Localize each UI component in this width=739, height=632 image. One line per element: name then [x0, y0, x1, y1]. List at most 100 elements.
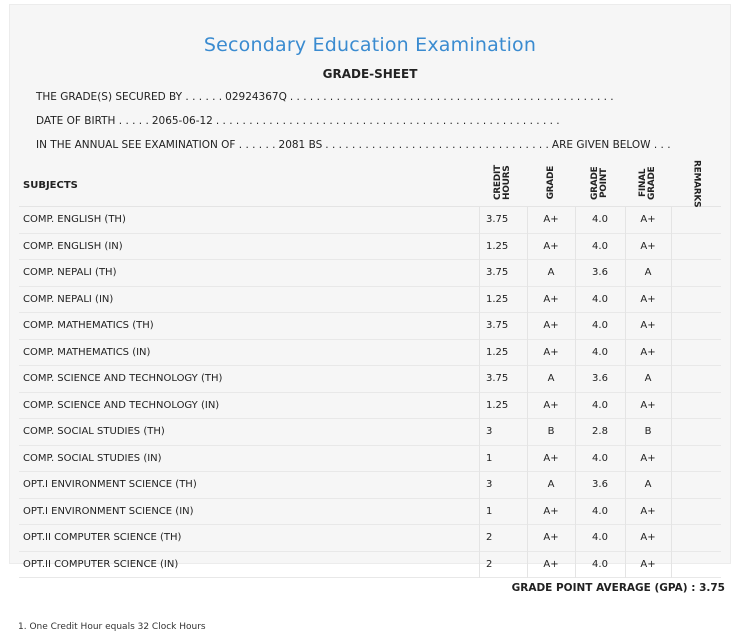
table-body: COMP. ENGLISH (TH) 3.75 A+ 4.0 A+ COMP. ENGLI… — [19, 207, 721, 578]
table-row: OPT.II COMPUTER SCIENCE (TH) 2 A+ 4.0 A+ — [19, 525, 721, 552]
subject-cell: COMP. SCIENCE AND TECHNOLOGY (TH) — [23, 373, 223, 385]
column-divider — [671, 206, 672, 578]
grade-cell: A+ — [543, 558, 559, 570]
grade-cell: A+ — [543, 346, 559, 358]
grade-point-cell: 4.0 — [592, 240, 608, 252]
gpa-summary: GRADE POINT AVERAGE (GPA) : 3.75 — [512, 582, 725, 594]
grade-cell: A — [547, 479, 555, 491]
remarks-cell — [671, 472, 721, 498]
grade-cell: B — [547, 426, 555, 438]
credit-hours-cell: 3 — [486, 426, 493, 438]
grade-cell: A+ — [543, 214, 559, 226]
grade-sheet-panel: Secondary Education Examination GRADE-SH… — [9, 4, 731, 564]
grade-point-cell: 4.0 — [592, 452, 608, 464]
table-row: OPT.I ENVIRONMENT SCIENCE (TH) 3 A 3.6 A — [19, 472, 721, 499]
table-row: COMP. NEPALI (IN) 1.25 A+ 4.0 A+ — [19, 287, 721, 313]
remarks-cell — [671, 234, 721, 260]
subject-cell: COMP. ENGLISH (IN) — [23, 240, 123, 252]
table-row: COMP. ENGLISH (TH) 3.75 A+ 4.0 A+ — [19, 207, 721, 234]
credit-hours-cell: 1.25 — [486, 399, 509, 411]
remarks-cell — [671, 393, 721, 419]
final-grade-cell: A+ — [640, 346, 656, 358]
dob-dots: . . . . . . . . . . . . . . . . . . . . … — [215, 115, 560, 127]
remarks-cell — [671, 260, 721, 286]
table-row: COMP. SCIENCE AND TECHNOLOGY (IN) 1.25 A+ 4… — [19, 393, 721, 419]
credit-hours-cell: 1 — [486, 505, 493, 517]
table-header: SUBJECTS CREDIT HOURS GRADE GRADE POINT … — [19, 160, 721, 207]
table-row: COMP. NEPALI (TH) 3.75 A 3.6 A — [19, 260, 721, 287]
grade-point-cell: 4.0 — [592, 558, 608, 570]
symbol-number: 02924367Q — [225, 91, 287, 103]
final-grade-cell: A — [644, 373, 652, 385]
table-row: COMP. MATHEMATICS (IN) 1.25 A+ 4.0 A+ — [19, 340, 721, 366]
grade-cell: A+ — [543, 240, 559, 252]
subject-cell: OPT.I ENVIRONMENT SCIENCE (TH) — [23, 479, 197, 491]
final-grade-cell: A+ — [640, 532, 656, 544]
info-exam: IN THE ANNUAL SEE EXAMINATION OF . . . .… — [36, 139, 674, 151]
final-grade-cell: A — [644, 267, 652, 279]
subject-cell: OPT.II COMPUTER SCIENCE (IN) — [23, 558, 179, 570]
final-grade-cell: A+ — [640, 320, 656, 332]
subject-cell: COMP. NEPALI (IN) — [23, 293, 114, 305]
page-subtitle: GRADE-SHEET — [322, 67, 418, 81]
remarks-cell — [671, 207, 721, 233]
final-grade-cell: A+ — [640, 214, 656, 226]
remarks-cell — [671, 313, 721, 339]
remarks-cell — [671, 419, 721, 445]
table-row: OPT.II COMPUTER SCIENCE (IN) 2 A+ 4.0 A+ — [19, 552, 721, 578]
credit-hours-cell: 3.75 — [486, 214, 509, 226]
subject-cell: OPT.II COMPUTER SCIENCE (TH) — [23, 532, 182, 544]
exam-year: 2081 BS — [278, 139, 323, 151]
table-row: COMP. ENGLISH (IN) 1.25 A+ 4.0 A+ — [19, 234, 721, 260]
table-row: COMP. SOCIAL STUDIES (IN) 1 A+ 4.0 A+ — [19, 446, 721, 472]
grade-cell: A+ — [543, 452, 559, 464]
subject-cell: COMP. MATHEMATICS (IN) — [23, 346, 151, 358]
grade-cell: A+ — [543, 293, 559, 305]
credit-hours-cell: 2 — [486, 532, 493, 544]
grade-cell: A+ — [543, 320, 559, 332]
subjects-header: SUBJECTS — [23, 180, 78, 191]
subject-cell: OPT.I ENVIRONMENT SCIENCE (IN) — [23, 505, 194, 517]
table-row: COMP. MATHEMATICS (TH) 3.75 A+ 4.0 A+ — [19, 313, 721, 340]
page-title: Secondary Education Examination — [203, 34, 537, 56]
credit-hours-cell: 3.75 — [486, 320, 509, 332]
table-row: COMP. SCIENCE AND TECHNOLOGY (TH) 3.75 A 3.… — [19, 366, 721, 393]
grade-point-cell: 3.6 — [592, 267, 608, 279]
subject-cell: COMP. NEPALI (TH) — [23, 267, 117, 279]
grade-cell: A+ — [543, 399, 559, 411]
column-divider — [479, 206, 480, 578]
remarks-cell — [671, 446, 721, 472]
remarks-cell — [671, 366, 721, 392]
grade-point-cell: 4.0 — [592, 532, 608, 544]
final-grade-header: FINAL GRADE — [638, 166, 657, 200]
final-grade-cell: A+ — [640, 452, 656, 464]
final-grade-cell: A+ — [640, 399, 656, 411]
credit-hours-cell: 1.25 — [486, 240, 509, 252]
grade-point-cell: 4.0 — [592, 320, 608, 332]
grade-point-cell: 4.0 — [592, 399, 608, 411]
grade-cell: A+ — [543, 505, 559, 517]
secured-by-label: THE GRADE(S) SECURED BY . . . . . . — [36, 91, 223, 103]
credit-hours-cell: 3.75 — [486, 267, 509, 279]
grade-point-cell: 2.8 — [592, 426, 608, 438]
dob-value: 2065-06-12 — [151, 115, 213, 127]
final-grade-cell: A+ — [640, 293, 656, 305]
final-grade-cell: A+ — [640, 505, 656, 517]
final-grade-cell: A — [644, 479, 652, 491]
grade-header: GRADE — [545, 166, 556, 200]
grade-point-cell: 4.0 — [592, 293, 608, 305]
column-divider — [527, 206, 528, 578]
credit-hours-cell: 2 — [486, 558, 493, 570]
info-dob: DATE OF BIRTH . . . . . 2065-06-12. . . .… — [36, 115, 560, 127]
credit-hours-cell: 3.75 — [486, 373, 509, 385]
exam-dots: . . . . . . . . . . . . . . . . . . . . … — [325, 139, 549, 151]
grade-point-header: GRADE POINT — [590, 166, 609, 200]
grade-point-cell: 4.0 — [592, 505, 608, 517]
credit-hours-cell: 1.25 — [486, 293, 509, 305]
table-row: COMP. SOCIAL STUDIES (TH) 3 B 2.8 B — [19, 419, 721, 446]
grade-cell: A — [547, 373, 555, 385]
subject-cell: COMP. MATHEMATICS (TH) — [23, 320, 154, 332]
credit-hours-cell: 3 — [486, 479, 493, 491]
secured-by-dots: . . . . . . . . . . . . . . . . . . . . … — [289, 91, 614, 103]
footer-note: 1. One Credit Hour equals 32 Clock Hours — [18, 622, 206, 632]
